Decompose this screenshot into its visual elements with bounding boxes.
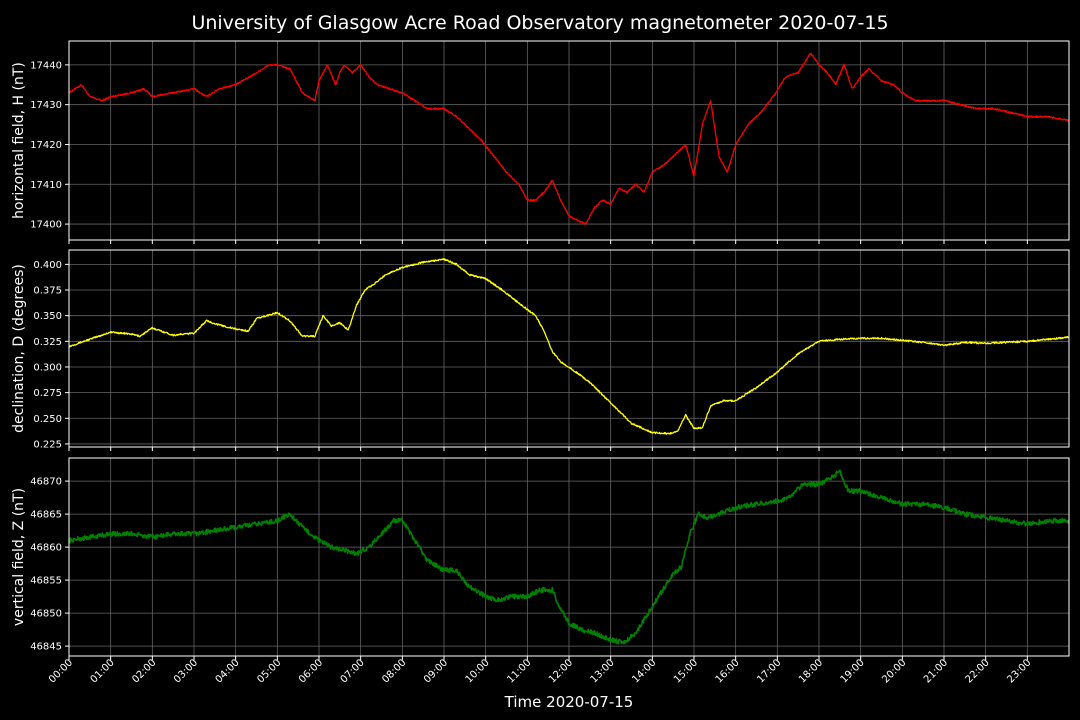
y-tick-label: 46865 xyxy=(30,510,62,521)
y-tick-label: 0.300 xyxy=(33,362,62,373)
series-line-z xyxy=(68,469,1070,645)
panel-frame xyxy=(68,457,1070,657)
panel-frame xyxy=(68,40,1070,241)
panel-frame xyxy=(68,249,1070,448)
y-tick-label: 17420 xyxy=(30,140,62,151)
y-tick-label: 17440 xyxy=(30,60,62,71)
y-tick-label: 17410 xyxy=(30,180,62,191)
y-tick-label: 0.325 xyxy=(33,337,62,348)
y-tick-label: 46870 xyxy=(30,477,62,488)
series-line-h xyxy=(68,52,1070,226)
y-tick-label: 17430 xyxy=(30,100,62,111)
y-tick-label: 0.400 xyxy=(33,260,62,271)
panel-d: 0.225 0.250 0.275 0.300 0.325 0.350 0.375 0.400… xyxy=(11,249,1070,451)
x-axis-label: Time 2020-07-15 xyxy=(504,693,634,711)
y-tick-label: 46860 xyxy=(30,543,62,554)
y-tick-label: 0.350 xyxy=(33,311,62,322)
y-tick-label: 0.250 xyxy=(33,414,62,425)
y-tick-label: 0.375 xyxy=(33,286,62,297)
y-tick-label: 0.225 xyxy=(33,439,62,450)
series-line-d xyxy=(68,258,1070,435)
y-tick-label: 46855 xyxy=(30,576,62,587)
y-tick-label: 46845 xyxy=(30,642,62,653)
chart-title: University of Glasgow Acre Road Observat… xyxy=(191,12,888,34)
y-tick-label: 17400 xyxy=(30,220,62,231)
y-axis-label: declination, D (degrees) xyxy=(11,264,27,433)
y-tick-label: 46850 xyxy=(30,609,62,620)
y-axis-label: horizontal field, H (nT) xyxy=(11,62,27,219)
y-axis-label: vertical field, Z (nT) xyxy=(11,488,27,626)
y-tick-label: 0.275 xyxy=(33,388,62,399)
